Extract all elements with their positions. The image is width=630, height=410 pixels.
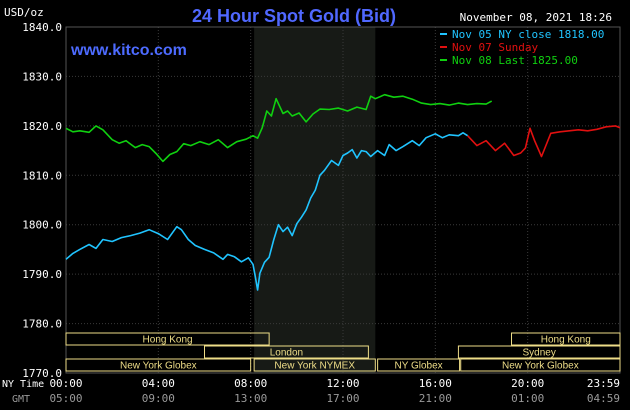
market-sessions: Hong Kong Hong Kong London Sydney New York G… bbox=[65, 332, 621, 372]
legend-entry: Nov 08 Last 1825.00 bbox=[452, 54, 578, 67]
x-tick-label-gmt: 17:00 bbox=[326, 392, 359, 405]
series-line-last bbox=[65, 93, 493, 163]
x-tick-label-gmt: 04:59 bbox=[587, 392, 620, 405]
session-label: New York Globex bbox=[120, 361, 197, 372]
x-axis: 00:00 05:00 04:00 09:00 08:00 13:00 12:00 17:00… bbox=[49, 377, 620, 405]
y-axis: 1770.0 1780.0 1790.0 1800.0 1810.0 1820.0 1830… bbox=[22, 21, 62, 380]
x-tick-label-gmt: 01:00 bbox=[511, 392, 544, 405]
session-label: Hong Kong bbox=[541, 335, 591, 346]
y-tick-label: 1840.0 bbox=[22, 21, 62, 34]
session-bar bbox=[460, 358, 621, 372]
y-tick-label: 1780.0 bbox=[22, 318, 62, 331]
chart-title: 24 Hour Spot Gold (Bid) bbox=[192, 6, 396, 26]
x-tick-label-gmt: 21:00 bbox=[419, 392, 452, 405]
x-tick-label-ny: 23:59 bbox=[587, 377, 620, 390]
x-tick-label-ny: 04:00 bbox=[142, 377, 175, 390]
x-tick-label-ny: 12:00 bbox=[326, 377, 359, 390]
x-tick-label-ny: 08:00 bbox=[234, 377, 267, 390]
plot-frame bbox=[65, 26, 621, 374]
legend-entry: Nov 07 Sunday bbox=[452, 41, 538, 54]
y-tick-label: 1830.0 bbox=[22, 70, 62, 83]
session-bar bbox=[204, 345, 369, 359]
price-series bbox=[65, 93, 621, 291]
y-tick-label: 1770.0 bbox=[22, 367, 62, 380]
session-bar bbox=[65, 358, 252, 372]
x-tick-label-ny: 20:00 bbox=[511, 377, 544, 390]
session-bar bbox=[253, 358, 376, 372]
legend-entry: Nov 05 NY close 1818.00 bbox=[452, 28, 604, 41]
y-tick-label: 1790.0 bbox=[22, 268, 62, 281]
gmt-label: GMT bbox=[12, 394, 30, 405]
x-tick-label-ny: 16:00 bbox=[419, 377, 452, 390]
session-bar bbox=[511, 332, 621, 346]
ny-time-label: NY Time bbox=[2, 379, 44, 390]
brand-link[interactable]: www.kitco.com bbox=[70, 42, 187, 59]
session-label: Sydney bbox=[523, 348, 556, 359]
session-label: NY Globex bbox=[395, 361, 443, 372]
y-tick-label: 1800.0 bbox=[22, 219, 62, 232]
session-bar bbox=[65, 332, 270, 346]
session-bar bbox=[377, 358, 461, 372]
y-tick-label: 1820.0 bbox=[22, 120, 62, 133]
session-label: London bbox=[270, 348, 303, 359]
session-label: Hong Kong bbox=[143, 335, 193, 346]
y-tick-label: 1810.0 bbox=[22, 169, 62, 182]
x-tick-label-gmt: 05:00 bbox=[49, 392, 82, 405]
chart-datetime: November 08, 2021 18:26 bbox=[460, 11, 612, 24]
session-label: New York Globex bbox=[502, 361, 579, 372]
x-tick-label-gmt: 13:00 bbox=[234, 392, 267, 405]
series-line-sunday bbox=[467, 125, 621, 158]
y-unit-label: USD/oz bbox=[4, 6, 44, 19]
session-bar bbox=[457, 345, 621, 359]
ny-session-shading bbox=[254, 27, 376, 373]
x-tick-label-ny: 00:00 bbox=[49, 377, 82, 390]
x-tick-label-gmt: 09:00 bbox=[142, 392, 175, 405]
session-label: New York NYMEX bbox=[274, 361, 355, 372]
series-line-ny_close bbox=[65, 132, 469, 291]
